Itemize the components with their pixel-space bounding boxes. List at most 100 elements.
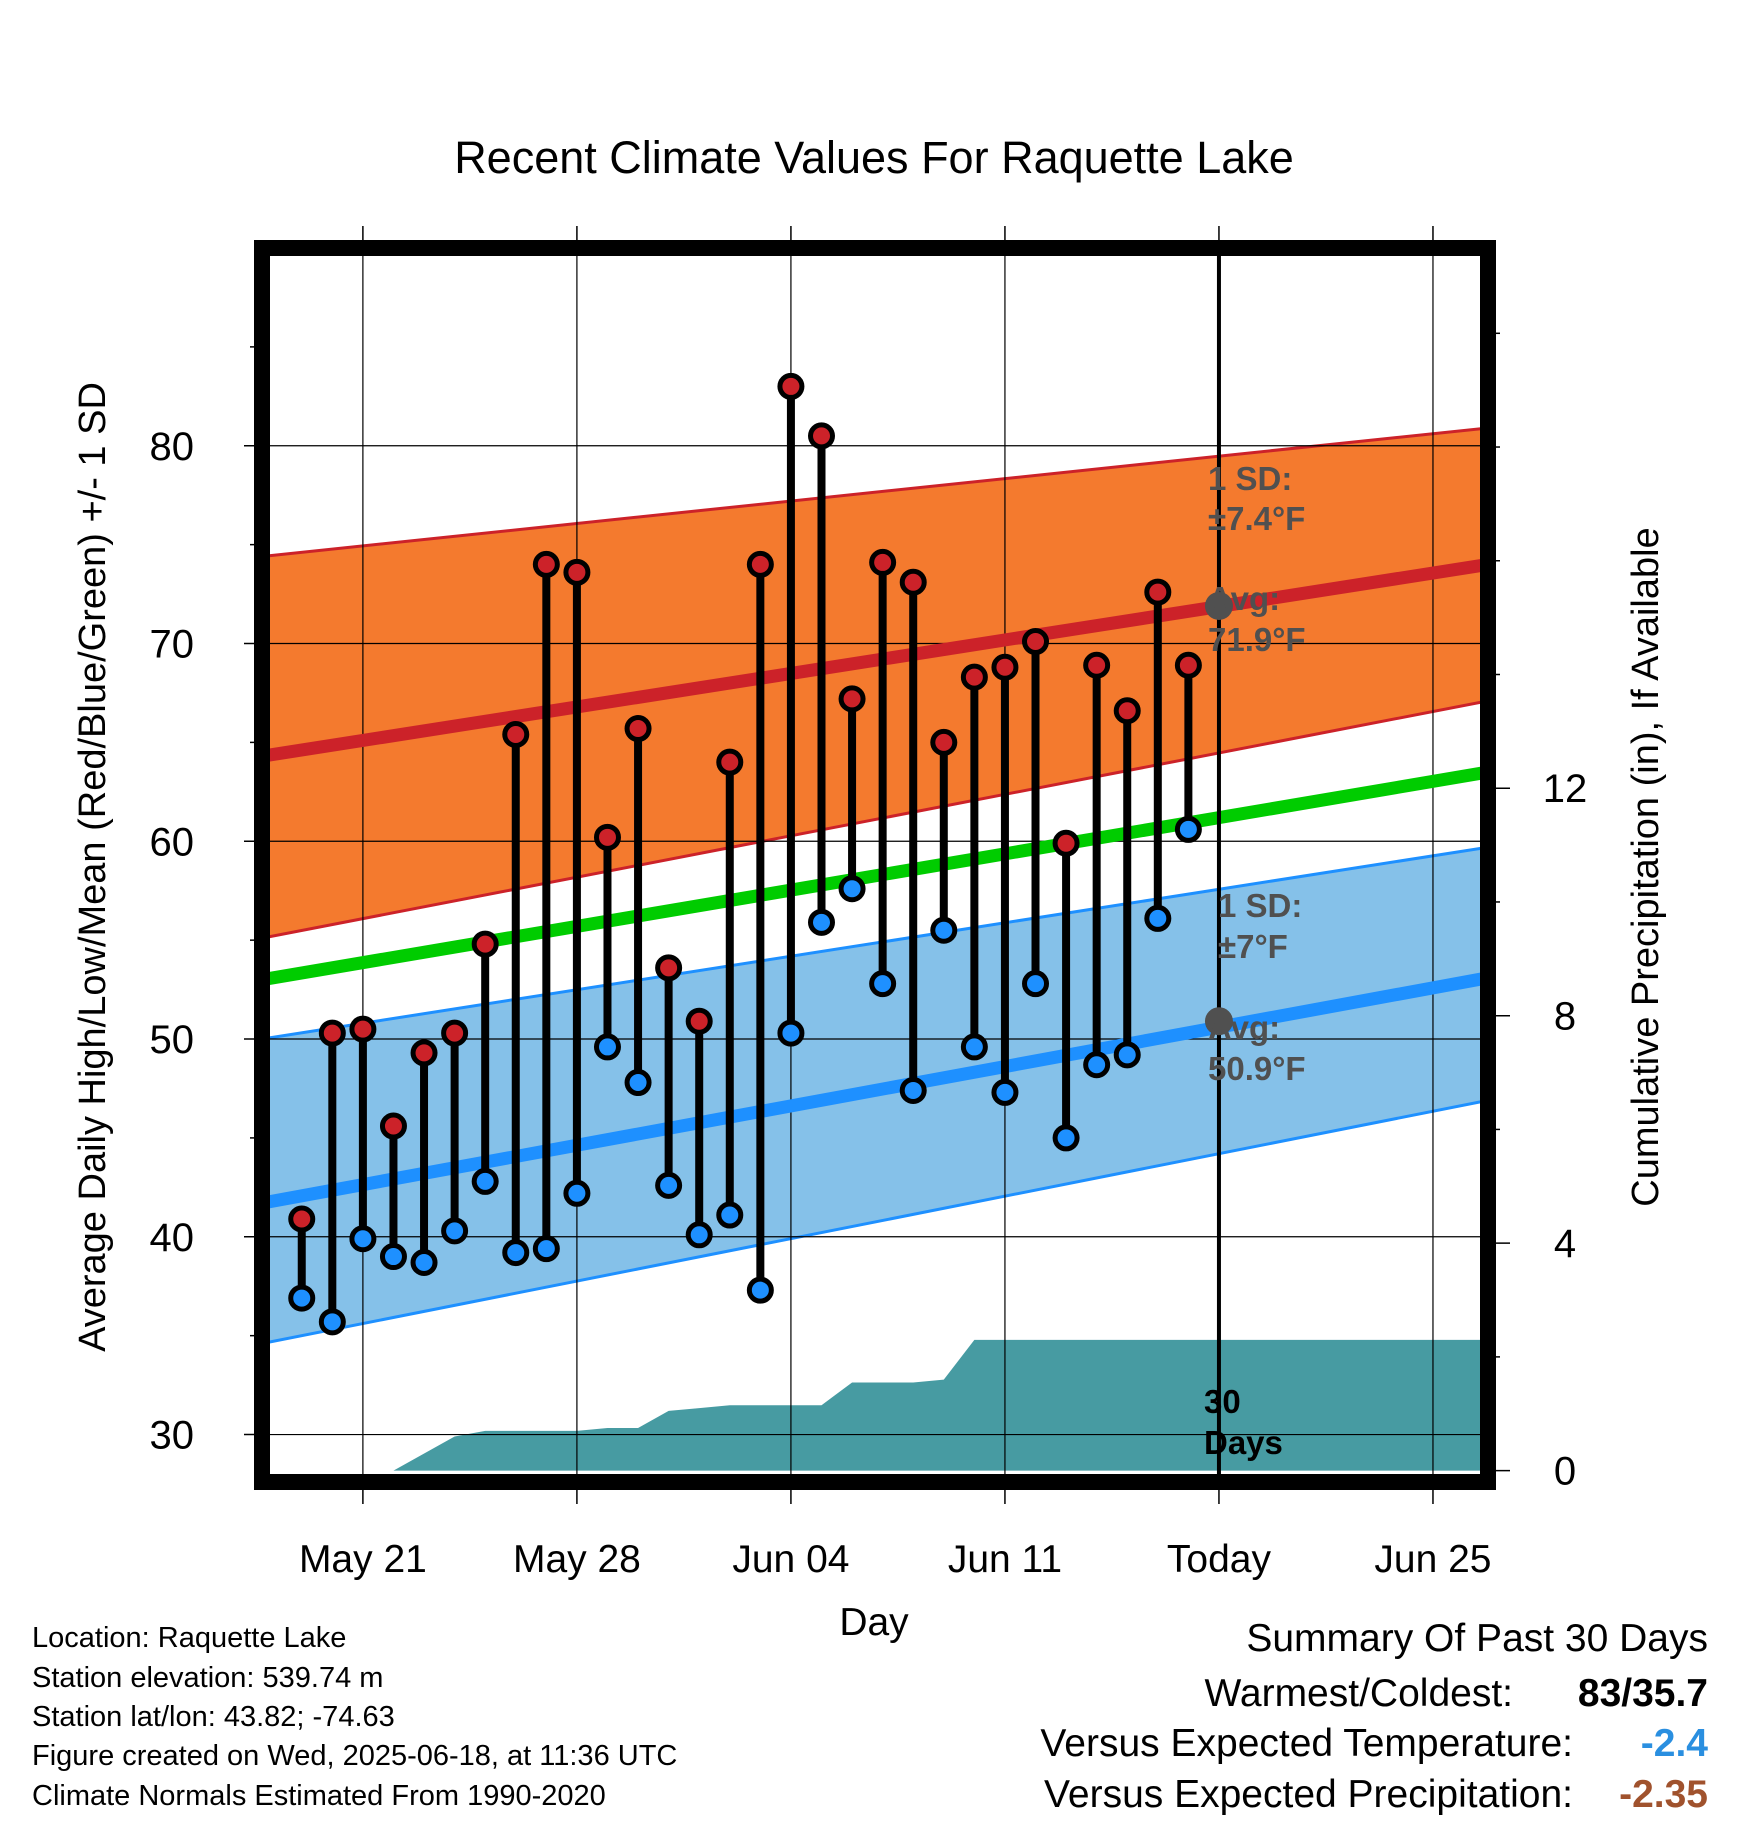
y-tick-label: 40 bbox=[150, 1216, 195, 1260]
daily-low-point bbox=[1113, 1041, 1141, 1069]
low-normal-line bbox=[262, 971, 1488, 1210]
daily-high-point bbox=[655, 954, 683, 982]
y2-tick-label: 12 bbox=[1543, 767, 1588, 811]
x-tick-label: Today bbox=[1167, 1538, 1272, 1581]
precip-period-unit: Days bbox=[1204, 1424, 1283, 1461]
precip-area bbox=[262, 1339, 1488, 1471]
daily-low-point bbox=[685, 1221, 713, 1249]
high-avg-label: Avg: bbox=[1208, 580, 1280, 617]
mean-normal-line bbox=[262, 765, 1488, 987]
summary-temp-value: -2.4 bbox=[1640, 1722, 1708, 1765]
daily-low-point bbox=[869, 970, 897, 998]
daily-high-point bbox=[716, 748, 744, 776]
daily-high-point bbox=[318, 1019, 346, 1047]
daily-high-point bbox=[441, 1019, 469, 1047]
elevation-text: Station elevation: 539.74 m bbox=[32, 1662, 384, 1694]
y2-tick-label: 4 bbox=[1554, 1222, 1576, 1266]
plot-body bbox=[262, 248, 1488, 1482]
y-axis-left-label: Average Daily High/Low/Mean (Red/Blue/Gr… bbox=[72, 382, 114, 1352]
daily-low-point bbox=[991, 1078, 1019, 1106]
summary-precip-value: -2.35 bbox=[1619, 1773, 1708, 1816]
daily-high-point bbox=[593, 823, 621, 851]
today-low-avg-marker bbox=[1204, 1007, 1233, 1036]
high-normal-line bbox=[262, 557, 1488, 763]
x-axis-label: Day bbox=[839, 1601, 909, 1644]
high-avg-value: 71.9°F bbox=[1208, 621, 1306, 658]
daily-high-point bbox=[288, 1205, 316, 1233]
y-tick-label: 50 bbox=[150, 1018, 195, 1062]
location-text: Location: Raquette Lake bbox=[32, 1622, 347, 1654]
daily-low-point bbox=[410, 1248, 438, 1276]
created-text: Figure created on Wed, 2025-06-18, at 11… bbox=[32, 1740, 678, 1772]
today-high-avg-marker bbox=[1204, 591, 1233, 620]
daily-low-point bbox=[502, 1239, 530, 1267]
daily-high-point bbox=[838, 685, 866, 713]
high-sd-band bbox=[262, 427, 1488, 939]
daily-low-point bbox=[807, 908, 835, 936]
daily-low-point bbox=[1083, 1051, 1111, 1079]
daily-low-point bbox=[899, 1076, 927, 1104]
y-tick-label: 70 bbox=[150, 623, 195, 667]
daily-high-point bbox=[349, 1015, 377, 1043]
daily-low-point bbox=[593, 1033, 621, 1061]
daily-low-point bbox=[960, 1033, 988, 1061]
daily-low-point bbox=[288, 1284, 316, 1312]
summary-warmest-value: 83/35.7 bbox=[1577, 1672, 1708, 1715]
daily-high-point bbox=[869, 548, 897, 576]
daily-low-point bbox=[777, 1019, 805, 1047]
x-tick-label: Jun 11 bbox=[948, 1538, 1062, 1581]
latlon-text: Station lat/lon: 43.82; -74.63 bbox=[32, 1701, 395, 1733]
y2-tick-label: 0 bbox=[1554, 1450, 1576, 1494]
x-tick-label: May 21 bbox=[299, 1538, 427, 1581]
x-tick-label: Jun 04 bbox=[732, 1538, 849, 1581]
daily-high-point bbox=[930, 728, 958, 756]
low-lower-line bbox=[262, 1098, 1488, 1346]
daily-high-point bbox=[991, 653, 1019, 681]
daily-high-point bbox=[1174, 651, 1202, 679]
plot-frame bbox=[254, 240, 1496, 1490]
daily-low-point bbox=[930, 916, 958, 944]
low-avg-value: 50.9°F bbox=[1208, 1050, 1306, 1087]
daily-high-point bbox=[624, 715, 652, 743]
precip-period-label: 30 bbox=[1204, 1383, 1241, 1420]
high-upper-line bbox=[262, 426, 1488, 558]
daily-high-point bbox=[1083, 651, 1111, 679]
daily-high-point bbox=[1022, 628, 1050, 656]
x-tick-label: May 28 bbox=[513, 1538, 641, 1581]
daily-high-point bbox=[899, 568, 927, 596]
daily-high-point bbox=[563, 558, 591, 586]
low-avg-label: Avg: bbox=[1208, 1009, 1280, 1046]
high-sd-label: 1 SD: bbox=[1208, 460, 1292, 497]
low-sd-value: ±7°F bbox=[1218, 928, 1288, 965]
daily-low-point bbox=[471, 1167, 499, 1195]
y2-tick-label: 8 bbox=[1554, 995, 1576, 1039]
normals-text: Climate Normals Estimated From 1990-2020 bbox=[32, 1780, 606, 1812]
daily-low-point bbox=[349, 1225, 377, 1253]
daily-low-point bbox=[1144, 904, 1172, 932]
daily-high-point bbox=[379, 1112, 407, 1140]
daily-high-point bbox=[471, 930, 499, 958]
daily-high-point bbox=[532, 550, 560, 578]
daily-high-point bbox=[807, 422, 835, 450]
summary-warmest-label: Warmest/Coldest: bbox=[1204, 1672, 1513, 1715]
daily-low-point bbox=[1174, 815, 1202, 843]
daily-low-point bbox=[379, 1243, 407, 1271]
daily-low-point bbox=[655, 1171, 683, 1199]
daily-low-point bbox=[1052, 1124, 1080, 1152]
daily-low-point bbox=[746, 1276, 774, 1304]
daily-low-point bbox=[716, 1201, 744, 1229]
daily-low-point bbox=[838, 875, 866, 903]
daily-high-point bbox=[1113, 697, 1141, 725]
daily-low-point bbox=[532, 1235, 560, 1263]
x-tick-label: Jun 25 bbox=[1374, 1538, 1491, 1581]
daily-high-point bbox=[746, 550, 774, 578]
chart-title: Recent Climate Values For Raquette Lake bbox=[454, 132, 1294, 183]
daily-low-point bbox=[441, 1217, 469, 1245]
y-axis-right-label: Cumulative Precipitation (in), If Availa… bbox=[1625, 527, 1667, 1206]
high-lower-line bbox=[262, 699, 1488, 940]
daily-high-point bbox=[410, 1039, 438, 1067]
summary-title: Summary Of Past 30 Days bbox=[1246, 1617, 1708, 1660]
y-tick-label: 80 bbox=[150, 425, 195, 469]
